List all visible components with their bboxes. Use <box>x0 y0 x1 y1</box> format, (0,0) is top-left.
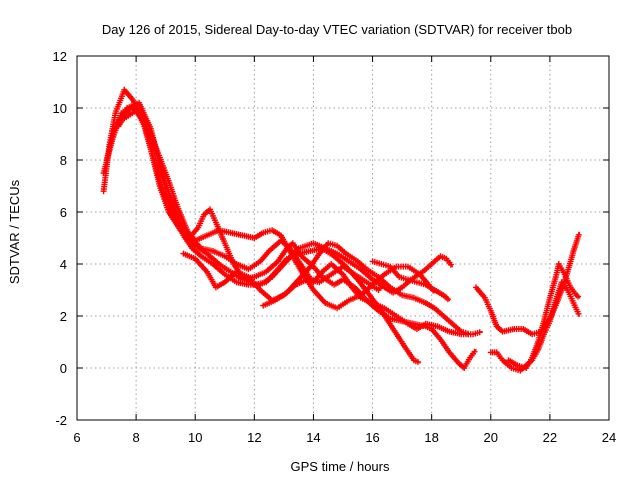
x-tick-label: 10 <box>188 430 202 445</box>
x-tick-label: 18 <box>424 430 438 445</box>
data-series-group <box>100 86 582 374</box>
chart-title: Day 126 of 2015, Sidereal Day-to-day VTE… <box>102 22 572 37</box>
data-point <box>575 231 582 238</box>
y-tick-label: 2 <box>60 309 67 324</box>
x-tick-label: 16 <box>365 430 379 445</box>
data-point <box>447 261 454 268</box>
series-track-11 <box>505 261 581 371</box>
y-tick-label: 4 <box>60 257 67 272</box>
y-tick-label: 0 <box>60 361 67 376</box>
y-tick-label: 8 <box>60 153 67 168</box>
series-track-6 <box>180 250 386 304</box>
y-tick-label: -2 <box>55 413 67 428</box>
data-point <box>464 330 471 337</box>
x-tick-label: 12 <box>247 430 261 445</box>
axis-ticks <box>76 55 610 421</box>
x-tick-label: 22 <box>543 430 557 445</box>
series-track-10 <box>487 279 582 374</box>
x-tick-label: 20 <box>484 430 498 445</box>
x-tick-label: 6 <box>73 430 80 445</box>
series-track-7 <box>260 240 471 337</box>
data-point <box>444 296 451 303</box>
y-axis-label: SDTVAR / TECUs <box>7 179 22 284</box>
data-point <box>575 293 581 300</box>
series-track-5 <box>121 107 437 312</box>
data-point <box>414 358 421 365</box>
data-point <box>575 310 582 317</box>
series-track-8 <box>369 258 451 303</box>
data-point <box>471 348 478 355</box>
x-axis-label: GPS time / hours <box>291 459 390 474</box>
plot-frame <box>76 55 610 421</box>
y-tick-label: 6 <box>60 205 67 220</box>
x-tick-label: 24 <box>602 430 616 445</box>
data-point <box>476 329 483 336</box>
y-tick-label: 10 <box>53 101 67 116</box>
x-tick-label: 14 <box>306 430 320 445</box>
y-tick-label: 12 <box>53 49 67 64</box>
x-tick-label: 8 <box>132 430 139 445</box>
series-track-2 <box>100 102 478 371</box>
